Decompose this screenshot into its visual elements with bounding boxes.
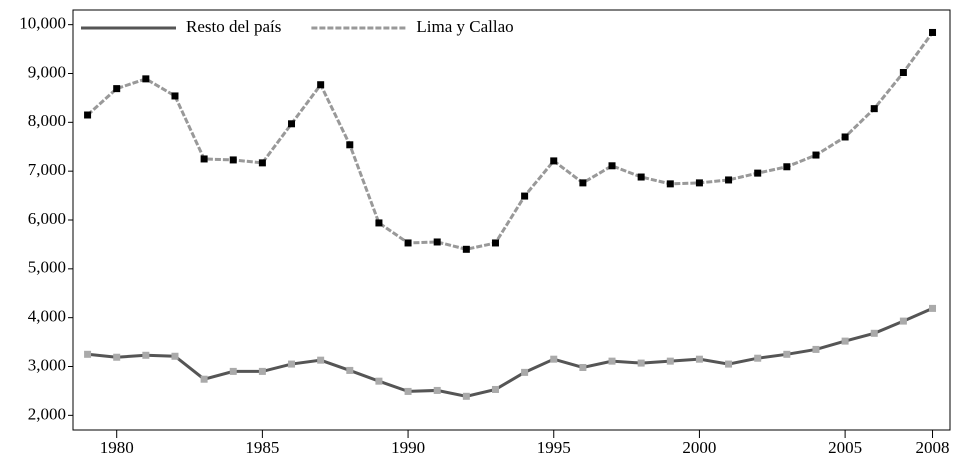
point-marker: [899, 69, 907, 77]
point-marker: [725, 360, 733, 368]
x-tick-label: 2008: [916, 438, 950, 457]
y-tick-label: 8,000: [28, 111, 66, 130]
point-marker: [695, 355, 703, 363]
point-marker: [491, 385, 499, 393]
x-tick-label: 2005: [828, 438, 862, 457]
point-marker: [521, 368, 529, 376]
point-marker: [608, 162, 616, 170]
point-marker: [462, 245, 470, 253]
point-marker: [725, 176, 733, 184]
point-marker: [812, 151, 820, 159]
point-marker: [258, 159, 266, 167]
y-tick-label: 5,000: [28, 258, 66, 277]
point-marker: [288, 360, 296, 368]
point-marker: [929, 28, 937, 36]
point-marker: [754, 354, 762, 362]
point-marker: [288, 120, 296, 128]
legend-label: Lima y Callao: [416, 17, 513, 36]
point-marker: [229, 156, 237, 164]
point-marker: [491, 239, 499, 247]
x-tick-label: 1995: [537, 438, 571, 457]
point-marker: [346, 141, 354, 149]
y-tick-label: 4,000: [28, 307, 66, 326]
y-tick-label: 7,000: [28, 160, 66, 179]
point-marker: [637, 173, 645, 181]
point-marker: [433, 238, 441, 246]
point-marker: [346, 366, 354, 374]
point-marker: [404, 387, 412, 395]
x-tick-label: 1980: [100, 438, 134, 457]
point-marker: [870, 329, 878, 337]
point-marker: [404, 239, 412, 247]
point-marker: [841, 337, 849, 345]
point-marker: [84, 350, 92, 358]
point-marker: [229, 367, 237, 375]
point-marker: [608, 357, 616, 365]
point-marker: [113, 85, 121, 93]
point-marker: [550, 355, 558, 363]
point-marker: [695, 179, 703, 187]
y-tick-label: 2,000: [28, 404, 66, 423]
point-marker: [84, 111, 92, 119]
y-tick-label: 6,000: [28, 209, 66, 228]
point-marker: [929, 304, 937, 312]
series-line: [86, 31, 934, 251]
point-marker: [171, 92, 179, 100]
point-marker: [433, 386, 441, 394]
legend-label: Resto del país: [186, 17, 281, 36]
point-marker: [899, 317, 907, 325]
point-marker: [113, 353, 121, 361]
point-marker: [462, 392, 470, 400]
point-marker: [142, 351, 150, 359]
point-marker: [841, 133, 849, 141]
point-marker: [637, 359, 645, 367]
point-marker: [666, 357, 674, 365]
point-marker: [258, 367, 266, 375]
point-marker: [375, 219, 383, 227]
point-marker: [142, 75, 150, 83]
point-marker: [200, 155, 208, 163]
point-marker: [200, 375, 208, 383]
x-tick-label: 2000: [682, 438, 716, 457]
x-tick-label: 1990: [391, 438, 425, 457]
point-marker: [754, 169, 762, 177]
plot-frame: [72, 9, 951, 431]
y-tick-label: 9,000: [28, 62, 66, 81]
point-marker: [579, 179, 587, 187]
point-marker: [521, 192, 529, 200]
point-marker: [317, 81, 325, 89]
y-tick-label: 3,000: [28, 355, 66, 374]
series-line: [87, 307, 934, 398]
point-marker: [171, 352, 179, 360]
point-marker: [870, 105, 878, 113]
x-tick-label: 1985: [245, 438, 279, 457]
point-marker: [375, 377, 383, 385]
point-marker: [317, 356, 325, 364]
point-marker: [579, 363, 587, 371]
y-tick-label: 10,000: [19, 14, 66, 33]
point-marker: [783, 350, 791, 358]
point-marker: [550, 157, 558, 165]
point-marker: [812, 345, 820, 353]
point-marker: [783, 163, 791, 171]
point-marker: [666, 180, 674, 188]
